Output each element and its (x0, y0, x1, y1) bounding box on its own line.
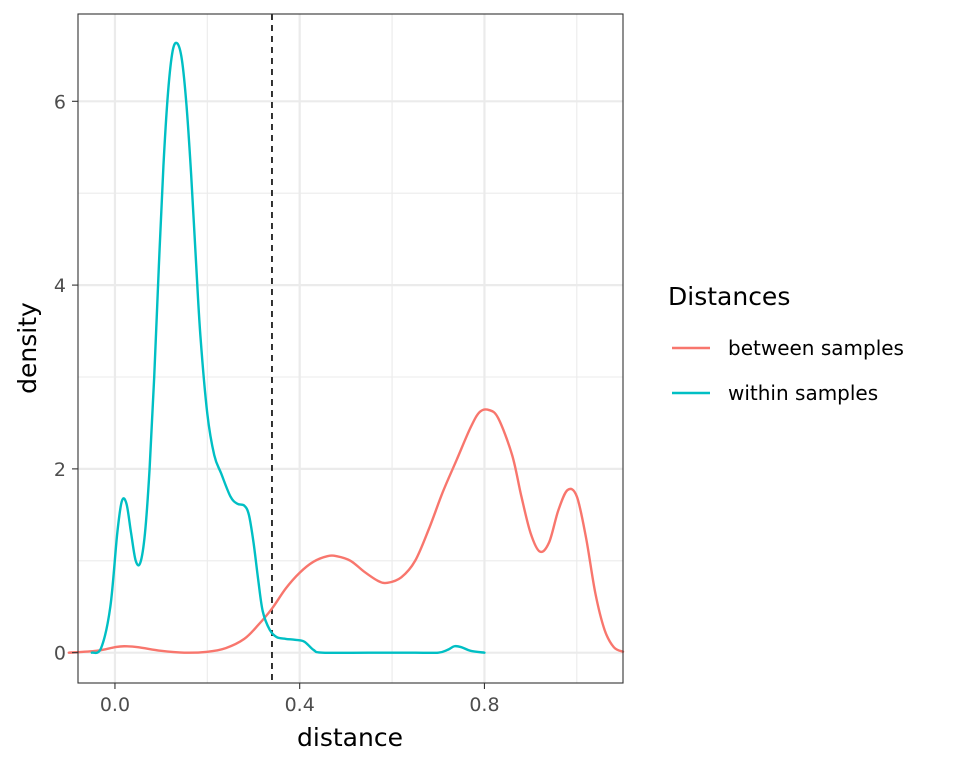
series-line-between-samples (67, 408, 625, 654)
x-tick-label: 0.8 (469, 694, 499, 716)
y-tick-label: 2 (54, 459, 66, 481)
y-axis-title: density (13, 302, 42, 394)
axis-ticks: 0.0 0.4 0.8 0 2 4 6 (54, 91, 500, 716)
panel-background (78, 14, 623, 683)
legend-label-within-samples: within samples (728, 381, 878, 405)
panel-border (77, 13, 624, 684)
grid-lines (78, 14, 623, 683)
series-lines (67, 41, 625, 655)
legend-title: Distances (668, 282, 790, 311)
y-tick-label: 4 (54, 275, 66, 297)
x-tick-label: 0.0 (100, 694, 130, 716)
legend-label-between-samples: between samples (728, 336, 904, 360)
legend: Distances between samples within samples (668, 282, 904, 405)
y-tick-label: 0 (54, 643, 66, 665)
y-tick-label: 6 (54, 91, 66, 113)
series-line-within-samples (90, 41, 486, 655)
x-tick-label: 0.4 (285, 694, 315, 716)
x-axis-title: distance (297, 723, 403, 752)
